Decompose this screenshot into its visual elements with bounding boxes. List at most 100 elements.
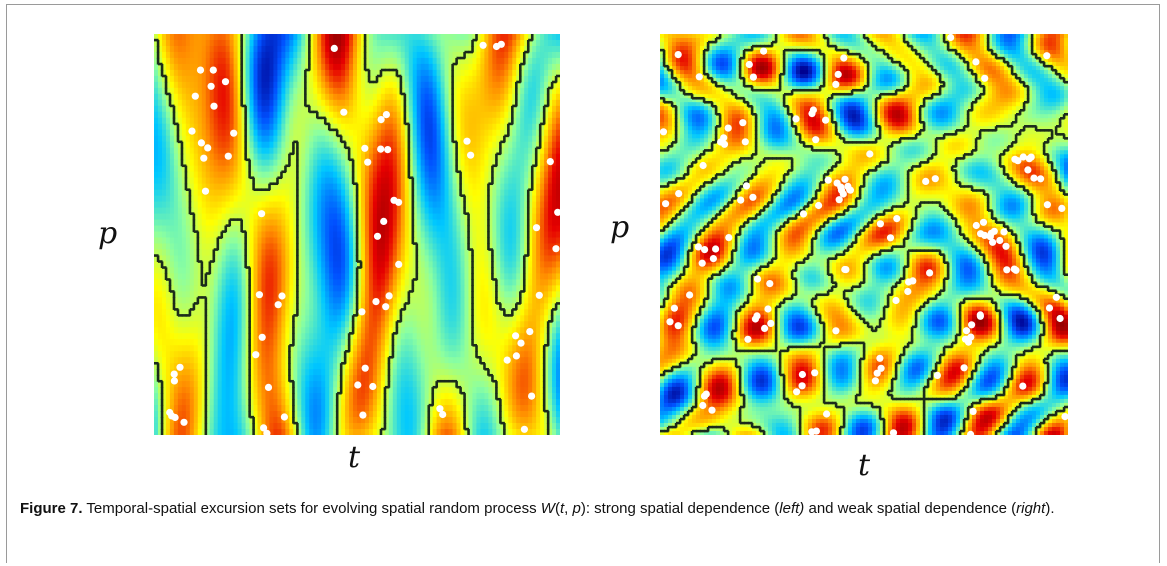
sample-point (725, 234, 733, 242)
figure-caption: Figure 7. Temporal-spatial excursion set… (20, 497, 1140, 520)
sample-point (264, 383, 273, 391)
caption-text-3: , (564, 500, 573, 517)
sample-point (666, 318, 674, 326)
sample-point (892, 296, 900, 305)
sample-point (503, 356, 511, 364)
sample-point (720, 134, 728, 142)
sample-point (512, 352, 520, 360)
sample-point (701, 246, 709, 254)
sample-point (382, 303, 390, 311)
sample-point (812, 427, 820, 435)
caption-text-2: ( (554, 500, 560, 517)
sample-point (767, 319, 775, 327)
sample-point (280, 413, 288, 421)
sample-point (969, 407, 977, 415)
sample-point (724, 124, 732, 132)
sample-point (904, 287, 912, 296)
sample-point (528, 392, 536, 400)
sample-point (931, 175, 939, 183)
right-y-axis-label: p (610, 210, 630, 245)
sample-point (188, 127, 196, 135)
sample-point (873, 369, 881, 377)
sample-point (823, 410, 831, 418)
sample-point (749, 73, 757, 81)
sample-point (799, 210, 808, 218)
right-x-axis-label: t (858, 448, 871, 483)
sample-point (369, 382, 377, 391)
sample-point (170, 370, 178, 378)
sample-point (520, 425, 528, 433)
sample-point (191, 92, 199, 100)
sample-point (532, 224, 541, 232)
sample-point (742, 182, 751, 190)
left-sample-points (166, 40, 560, 435)
caption-label: Figure 7. (20, 500, 83, 517)
sample-point (1027, 153, 1035, 161)
sample-point (166, 408, 174, 417)
sample-point (708, 406, 716, 414)
right-heatmap-panel (660, 34, 1068, 435)
sample-point (517, 339, 525, 347)
caption-math-p: p (572, 500, 581, 517)
sample-point (712, 245, 720, 253)
sample-point (989, 238, 997, 246)
sample-point (808, 110, 816, 118)
sample-point (962, 327, 971, 335)
sample-point (390, 196, 398, 204)
sample-point (960, 364, 968, 372)
sample-point (922, 177, 930, 185)
sample-point (761, 324, 769, 332)
sample-point (812, 136, 820, 144)
sample-point (372, 298, 380, 306)
sample-point (660, 128, 668, 136)
sample-point (1030, 174, 1038, 182)
right-sample-points (660, 34, 1068, 435)
sample-point (364, 158, 372, 166)
sample-point (990, 227, 998, 235)
sample-point (1058, 204, 1066, 212)
sample-point (255, 291, 263, 299)
sample-point (967, 430, 975, 435)
sample-point (258, 333, 266, 341)
sample-point (798, 370, 806, 379)
sample-point (840, 54, 848, 62)
sample-point (196, 66, 205, 74)
sample-point (384, 146, 392, 154)
sample-point (358, 308, 366, 316)
sample-point (546, 158, 554, 166)
sample-point (260, 424, 268, 432)
caption-math-w: W (540, 500, 555, 517)
sample-point (1024, 166, 1032, 174)
sample-point (197, 139, 205, 147)
sample-point (699, 161, 707, 170)
sample-point (479, 41, 487, 49)
sample-point (764, 305, 772, 313)
sample-point (793, 388, 801, 396)
sample-point (749, 193, 757, 201)
sample-point (876, 220, 884, 228)
sample-point (905, 278, 913, 286)
sample-point (760, 47, 768, 55)
sample-point (926, 269, 934, 277)
sample-point (699, 401, 707, 410)
figure-frame (6, 4, 1160, 563)
sample-point (354, 381, 362, 389)
sample-point (1010, 265, 1018, 273)
sample-point (535, 291, 543, 299)
sample-point (552, 245, 560, 253)
sample-point (439, 410, 447, 419)
sample-point (1043, 201, 1051, 209)
sample-point (670, 304, 678, 312)
sample-point (835, 196, 843, 204)
sample-point (359, 411, 367, 419)
sample-point (204, 144, 212, 152)
sample-point (739, 119, 747, 127)
sample-point (176, 363, 184, 371)
sample-point (979, 218, 988, 226)
sample-point (1003, 266, 1011, 274)
left-y-axis-label: p (98, 216, 118, 251)
right-field-cells (660, 34, 1068, 435)
sample-point (330, 44, 338, 52)
caption-left-word: left) (779, 500, 805, 517)
sample-point (889, 429, 898, 435)
